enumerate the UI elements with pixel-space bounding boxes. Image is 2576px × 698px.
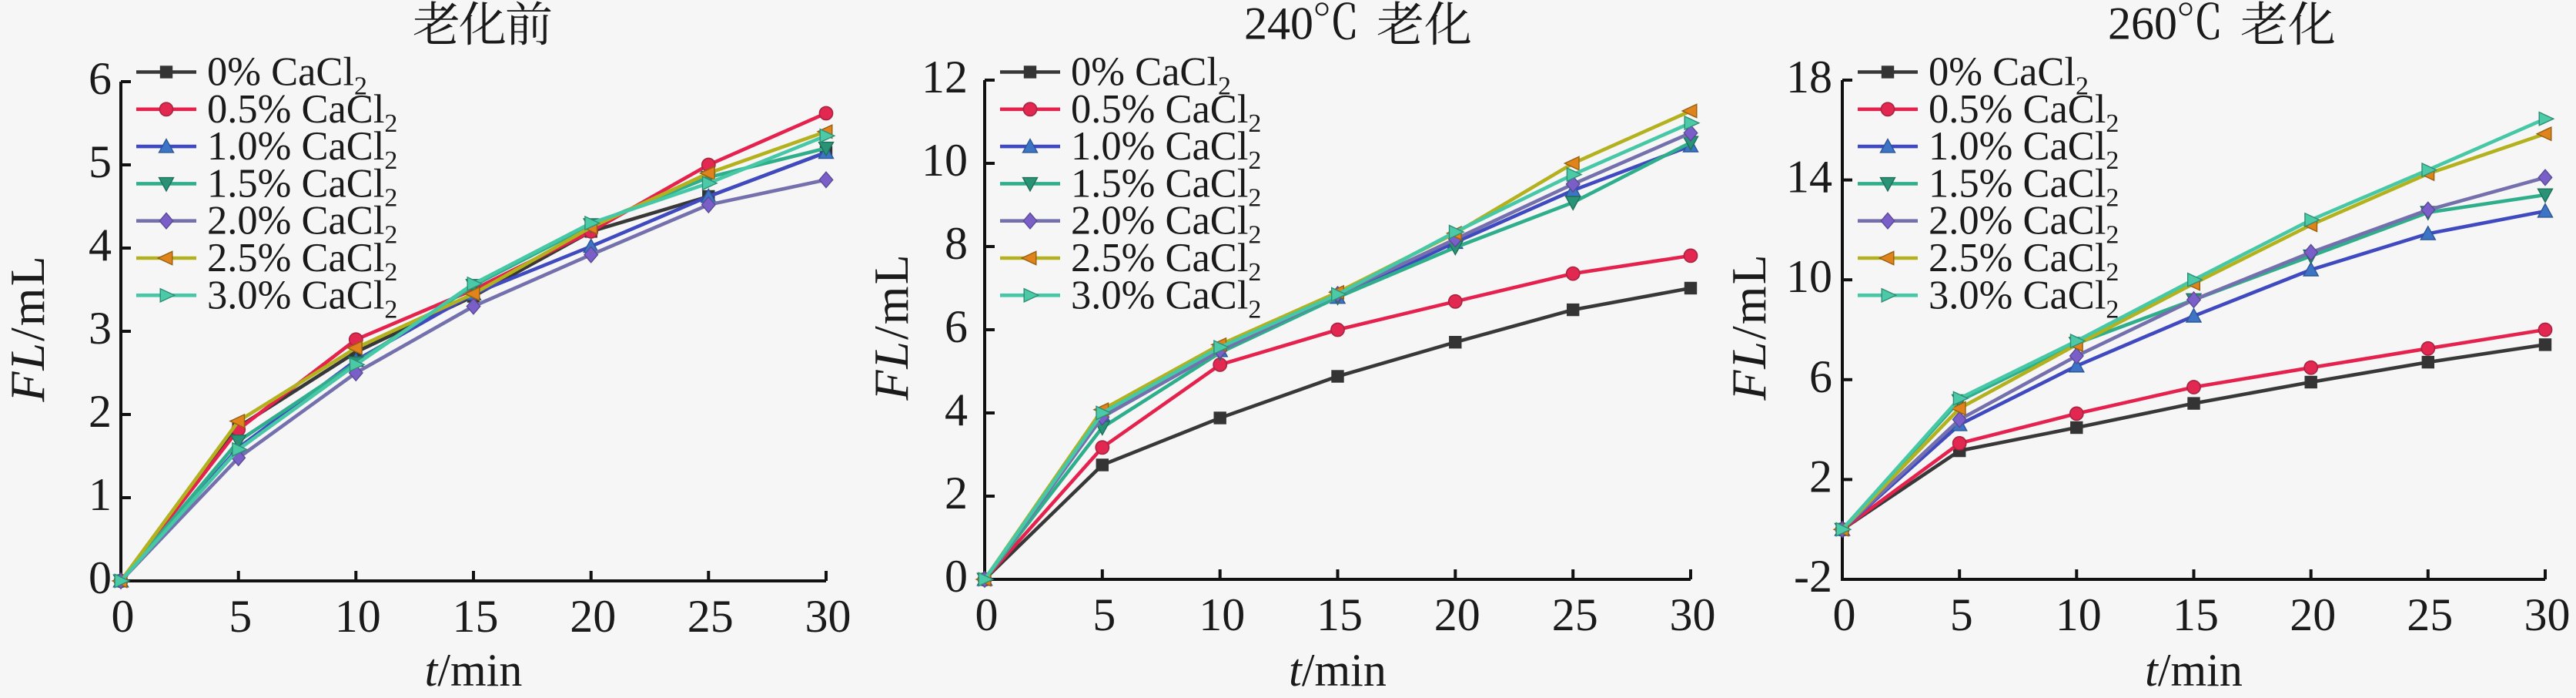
svg-text:20: 20 — [2290, 589, 2336, 640]
svg-text:2.0% CaCl2: 2.0% CaCl2 — [1071, 199, 1261, 250]
svg-text:4: 4 — [89, 220, 112, 270]
svg-text:5: 5 — [89, 136, 112, 187]
svg-text:20: 20 — [1434, 589, 1480, 640]
svg-text:2.5% CaCl2: 2.5% CaCl2 — [207, 236, 397, 287]
svg-text:t/min: t/min — [425, 645, 523, 696]
svg-text:15: 15 — [2173, 589, 2219, 640]
svg-text:FL/mL: FL/mL — [1721, 253, 1776, 401]
svg-text:0: 0 — [89, 552, 112, 603]
svg-text:3.0% CaCl2: 3.0% CaCl2 — [1071, 273, 1261, 324]
svg-text:0: 0 — [975, 589, 999, 640]
svg-text:0.5% CaCl2: 0.5% CaCl2 — [207, 87, 397, 138]
svg-text:2.0% CaCl2: 2.0% CaCl2 — [1929, 199, 2119, 250]
svg-text:25: 25 — [1552, 589, 1598, 640]
svg-text:1.5% CaCl2: 1.5% CaCl2 — [1929, 161, 2119, 212]
svg-text:0: 0 — [1833, 589, 1856, 640]
svg-text:6: 6 — [89, 53, 112, 104]
svg-text:12: 12 — [922, 52, 968, 102]
svg-text:3.0% CaCl2: 3.0% CaCl2 — [207, 273, 397, 324]
svg-text:FL/mL: FL/mL — [0, 254, 55, 402]
svg-text:10: 10 — [1199, 589, 1245, 640]
svg-text:t/min: t/min — [2145, 645, 2243, 696]
svg-text:30: 30 — [805, 591, 851, 642]
svg-text:2.5% CaCl2: 2.5% CaCl2 — [1071, 236, 1261, 287]
svg-text:10: 10 — [922, 135, 968, 186]
svg-text:0: 0 — [112, 591, 135, 642]
svg-text:1.0% CaCl2: 1.0% CaCl2 — [1071, 124, 1261, 175]
svg-text:0: 0 — [945, 551, 968, 602]
svg-text:0.5% CaCl2: 0.5% CaCl2 — [1929, 87, 2119, 138]
svg-text:25: 25 — [687, 591, 734, 642]
svg-text:15: 15 — [453, 591, 499, 642]
svg-text:t/min: t/min — [1289, 645, 1387, 696]
svg-text:30: 30 — [1670, 589, 1716, 640]
svg-text:10: 10 — [1786, 251, 1832, 302]
svg-text:18: 18 — [1786, 52, 1832, 102]
svg-text:0% CaCl2: 0% CaCl2 — [1071, 50, 1231, 101]
svg-text:6: 6 — [945, 301, 968, 352]
svg-text:2.0% CaCl2: 2.0% CaCl2 — [207, 199, 397, 250]
svg-text:FL/mL: FL/mL — [864, 253, 918, 401]
svg-text:14: 14 — [1786, 152, 1832, 203]
svg-text:3.0% CaCl2: 3.0% CaCl2 — [1929, 273, 2119, 324]
svg-text:1.5% CaCl2: 1.5% CaCl2 — [1071, 161, 1261, 212]
svg-text:2: 2 — [1809, 451, 1832, 502]
svg-text:5: 5 — [229, 591, 252, 642]
svg-text:10: 10 — [335, 591, 381, 642]
svg-text:240: 240 — [1244, 0, 1313, 49]
svg-text:4: 4 — [945, 384, 968, 435]
svg-text:5: 5 — [1950, 589, 1973, 640]
svg-text:1.5% CaCl2: 1.5% CaCl2 — [207, 161, 397, 212]
svg-text:0% CaCl2: 0% CaCl2 — [1929, 50, 2089, 101]
svg-text:6: 6 — [1809, 351, 1832, 402]
svg-text:-2: -2 — [1794, 551, 1832, 602]
svg-text:0% CaCl2: 0% CaCl2 — [207, 50, 367, 101]
svg-text:10: 10 — [2056, 589, 2102, 640]
svg-text:5: 5 — [1092, 589, 1116, 640]
svg-text:1.0% CaCl2: 1.0% CaCl2 — [1929, 124, 2119, 175]
svg-text:15: 15 — [1316, 589, 1363, 640]
svg-text:2.5% CaCl2: 2.5% CaCl2 — [1929, 236, 2119, 287]
svg-text:1.0% CaCl2: 1.0% CaCl2 — [207, 124, 397, 175]
svg-text:2: 2 — [89, 386, 112, 437]
svg-text:25: 25 — [2407, 589, 2453, 640]
svg-text:2: 2 — [945, 468, 968, 518]
svg-text:8: 8 — [945, 218, 968, 269]
svg-text:0.5% CaCl2: 0.5% CaCl2 — [1071, 87, 1261, 138]
svg-text:3: 3 — [89, 303, 112, 354]
svg-text:260: 260 — [2108, 0, 2177, 49]
svg-text:30: 30 — [2524, 589, 2571, 640]
svg-text:1: 1 — [89, 469, 112, 520]
svg-text:20: 20 — [570, 591, 616, 642]
